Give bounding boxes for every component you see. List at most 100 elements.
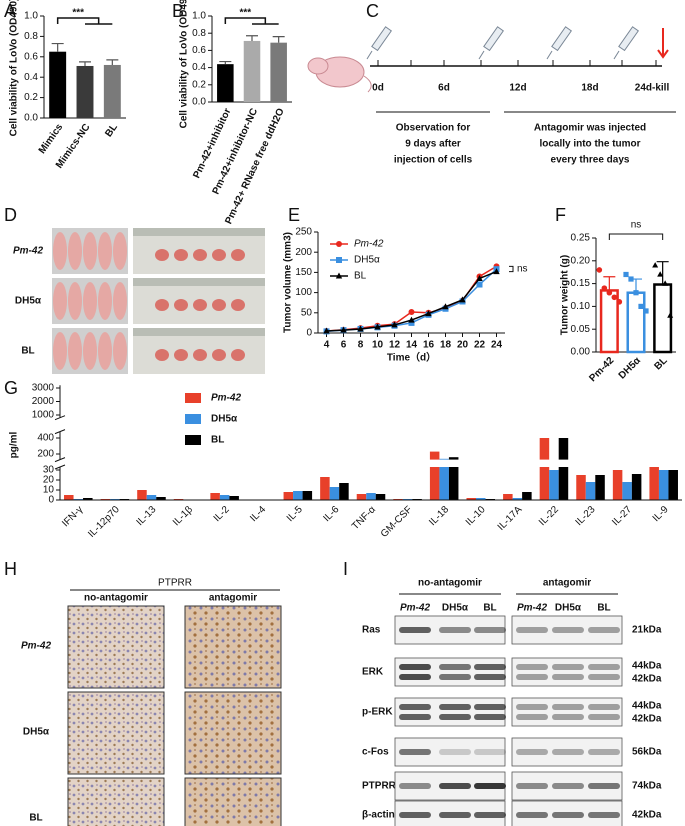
note-text: 9 days after	[405, 139, 461, 150]
y-tick-label: 2000	[32, 396, 55, 407]
band	[516, 664, 548, 670]
mouse-body	[83, 332, 97, 370]
legend-label: Pm-42	[211, 393, 241, 404]
y-tick-label: 0.2	[24, 92, 38, 103]
bar	[356, 494, 367, 500]
band	[588, 674, 620, 680]
data-point	[596, 267, 603, 273]
legend-label: BL	[211, 435, 224, 446]
x-tick-label: 22	[474, 340, 486, 351]
marker	[408, 316, 415, 323]
band	[399, 664, 431, 670]
bar	[649, 467, 659, 500]
band	[439, 674, 471, 680]
band	[516, 749, 548, 755]
x-tick-label: Mimics	[37, 122, 66, 156]
y-axis-label: Cell viability of LoVo (OD490)	[9, 0, 20, 136]
bar	[283, 492, 294, 500]
lane-label: Pm-42	[400, 603, 430, 614]
band	[399, 627, 431, 633]
needle	[613, 50, 620, 60]
blot-frame	[511, 697, 623, 727]
mouse-head	[307, 57, 329, 75]
bar	[49, 51, 67, 119]
bar	[539, 438, 550, 500]
y-tick-label: 0.05	[571, 324, 591, 335]
mouse-body	[98, 282, 112, 320]
data-point	[611, 294, 618, 301]
band	[439, 664, 471, 670]
bar	[622, 482, 632, 500]
size-label: 42kDa	[632, 810, 662, 821]
band	[516, 714, 548, 720]
row-label: Pm-42	[21, 641, 51, 652]
legend-label: DH5α	[354, 255, 380, 266]
data-point	[657, 271, 664, 277]
mouse-body	[53, 332, 67, 370]
x-tick-label: IL-4	[248, 504, 268, 524]
mouse-body	[98, 332, 112, 370]
tumor	[174, 299, 188, 311]
y-tick-label: 0.2	[192, 79, 206, 90]
tumor	[155, 299, 169, 311]
panel-letter: G	[4, 378, 18, 398]
x-tick-label: BL	[103, 122, 120, 139]
tumor	[231, 349, 245, 361]
row-label: ERK	[362, 667, 384, 678]
blot-frame	[394, 697, 506, 727]
error-bar	[272, 36, 285, 43]
error-bar	[656, 261, 669, 285]
band	[474, 783, 506, 789]
y-tick-label: 150	[295, 267, 312, 278]
band	[399, 783, 431, 789]
bar	[366, 493, 376, 500]
band	[474, 674, 506, 680]
size-label: 44kDa	[632, 661, 662, 672]
size-label: 44kDa	[632, 701, 662, 712]
mouse-body	[83, 282, 97, 320]
panel-letter: A	[4, 1, 16, 21]
marker	[442, 303, 449, 310]
annotation: ***	[72, 8, 84, 19]
ihc-image	[184, 777, 282, 826]
bar	[329, 487, 340, 500]
blot-frame	[511, 737, 623, 767]
y-tick-label: 0.10	[571, 301, 591, 312]
band	[439, 783, 471, 789]
blot-frame	[394, 657, 506, 687]
bar	[219, 495, 230, 500]
bar	[668, 470, 678, 500]
annotation: ns	[631, 220, 642, 231]
group-label: antagomir	[543, 578, 591, 589]
band	[552, 704, 584, 710]
blot-frame	[511, 657, 623, 687]
bar	[522, 492, 532, 500]
annotation: ns	[517, 264, 528, 275]
time-label: 24d-kill	[635, 83, 670, 94]
tumor	[231, 249, 245, 261]
bracket	[509, 265, 514, 273]
band	[516, 674, 548, 680]
y-tick-label: 1.0	[24, 11, 38, 22]
mouse-body	[53, 232, 67, 270]
note-text: injection of cells	[394, 155, 473, 166]
bar	[83, 498, 93, 500]
tumor	[231, 299, 245, 311]
band	[474, 627, 506, 633]
data-point	[662, 280, 669, 286]
legend-label: BL	[354, 271, 367, 282]
tumor	[193, 249, 207, 261]
time-label: 12d	[509, 83, 526, 94]
bar	[466, 498, 477, 500]
data-point	[601, 285, 608, 291]
y-tick-label: 0.8	[192, 28, 206, 39]
bar	[293, 491, 303, 500]
y-tick-label: 250	[295, 227, 312, 238]
y-tick-label: 0	[48, 495, 54, 506]
band	[588, 627, 620, 633]
marker	[374, 323, 381, 330]
band	[588, 812, 620, 818]
blot-frame	[511, 615, 623, 645]
mouse-body	[113, 332, 127, 370]
